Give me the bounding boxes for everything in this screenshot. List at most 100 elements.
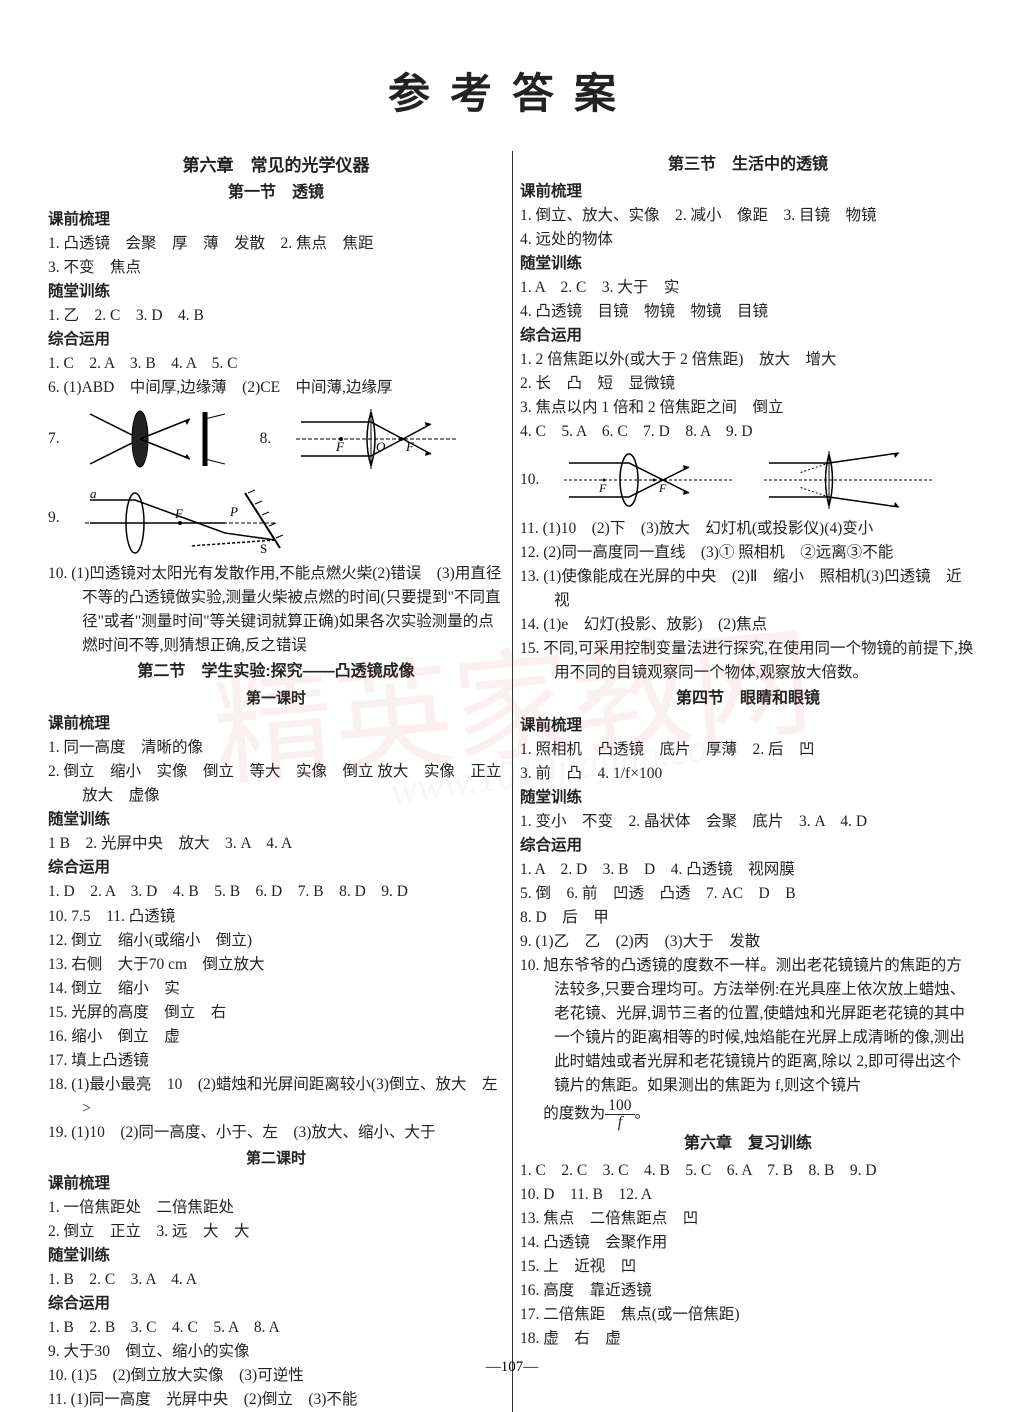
svg-text:O: O (376, 439, 386, 454)
text-line: 1. C 2. C 3. C 4. B 5. C 6. A 7. B 8. B … (520, 1159, 976, 1183)
s2p1-pre-heading: 课前梳理 (48, 712, 504, 736)
section-3-title: 第三节 生活中的透镜 (520, 153, 976, 178)
svg-text:F: F (405, 439, 415, 454)
text-line: 4. 凸透镜 目镜 物镜 物镜 目镜 (520, 300, 976, 324)
s1-cls-heading: 随堂训练 (48, 280, 504, 304)
text-line: 15. 不同,可采用控制变量法进行探究,在使用同一个物镜的前提下,换用不同的目镜… (520, 637, 976, 685)
left-column: 第六章 常见的光学仪器 第一节 透镜 课前梳理 1. 凸透镜 会聚 厚 薄 发散… (40, 151, 512, 1412)
text-line: 17. 二倍焦距 焦点(或一倍焦距) (520, 1303, 976, 1327)
text-line: 2. 长 凸 短 显微镜 (520, 372, 976, 396)
content-columns: 第六章 常见的光学仪器 第一节 透镜 课前梳理 1. 凸透镜 会聚 厚 薄 发散… (40, 151, 984, 1412)
s2p1-cls-heading: 随堂训练 (48, 808, 504, 832)
fraction-suffix: 。 (635, 1105, 651, 1122)
text-line: 10. (1)5 (2)倒立放大实像 (3)可逆性 (48, 1364, 504, 1388)
text-line: 1. A 2. C 3. 大于 实 (520, 276, 976, 300)
s4-pre-heading: 课前梳理 (520, 714, 976, 738)
diagram-row-10: 10. F F (520, 448, 976, 513)
text-line: 12. 倒立 缩小(或缩小 倒立) (48, 929, 504, 953)
concave-lens-diagram (759, 448, 939, 513)
text-line: 11. (1)同一高度 光屏中央 (2)倒立 (3)不能 (48, 1388, 504, 1412)
text-line: 10. 旭东爷爷的凸透镜的度数不一样。测出老花镜镜片的焦距的方法较多,只要合理均… (520, 954, 976, 1098)
s3-pre-heading: 课前梳理 (520, 180, 976, 204)
text-line: 1. 变小 不变 2. 晶状体 会聚 底片 3. A 4. D (520, 810, 976, 834)
lens-diagram-7 (80, 404, 240, 474)
period-1-title: 第一课时 (48, 687, 504, 710)
text-line: 1. D 2. A 3. D 4. B 5. B 6. D 7. B 8. D … (48, 880, 504, 904)
s4-cls-heading: 随堂训练 (520, 786, 976, 810)
text-line: 16. 缩小 倒立 虚 (48, 1025, 504, 1049)
text-line: 5. 倒 6. 前 凹透 凸透 7. AC D B (520, 882, 976, 906)
text-line: 12. (2)同一高度同一直线 (3)① 照相机 ②远离③不能 (520, 541, 976, 565)
text-line: 3. 焦点以内 1 倍和 2 倍焦距之间 倒立 (520, 396, 976, 420)
text-line: 10. 7.5 11. 凸透镜 (48, 905, 504, 929)
period-2-title: 第二课时 (48, 1147, 504, 1170)
s2p1-com-heading: 综合运用 (48, 856, 504, 880)
text-line: 1 B 2. 光屏中央 放大 3. A 4. A (48, 832, 504, 856)
s3-cls-heading: 随堂训练 (520, 252, 976, 276)
section-1-title: 第一节 透镜 (48, 181, 504, 206)
svg-text:a: a (90, 486, 97, 501)
section-4-title: 第四节 眼睛和眼镜 (520, 687, 976, 712)
text-line: 1. 2 倍焦距以外(或大于 2 倍焦距) 放大 增大 (520, 348, 976, 372)
s2p2-cls-heading: 随堂训练 (48, 1244, 504, 1268)
text-line: 13. (1)使像能成在光屏的中央 (2)Ⅱ 缩小 照相机(3)凹透镜 近视 (520, 565, 976, 613)
text-line: 3. 不变 焦点 (48, 256, 504, 280)
svg-text:F: F (598, 481, 607, 495)
fraction-100-f: 100f (605, 1098, 634, 1130)
text-line: 14. (1)e 幻灯(投影、放影) (2)焦点 (520, 613, 976, 637)
column-divider (512, 151, 513, 1412)
s1-pre-heading: 课前梳理 (48, 208, 504, 232)
text-line: 1. 凸透镜 会聚 厚 薄 发散 2. 焦点 焦距 (48, 232, 504, 256)
text-line: 4. C 5. A 6. C 7. D 8. A 9. D (520, 420, 976, 444)
text-line: 1. 照相机 凸透镜 底片 厚薄 2. 后 凹 (520, 738, 976, 762)
text-line: 6. (1)ABD 中间厚,边缘薄 (2)CE 中间薄,边缘厚 (48, 376, 504, 400)
diagram-row-9: 9. a F P S (48, 478, 504, 558)
svg-text:P: P (229, 504, 238, 519)
text-line: 15. 光屏的高度 倒立 右 (48, 1001, 504, 1025)
s2p2-com-heading: 综合运用 (48, 1292, 504, 1316)
text-line: 18. 虚 右 虚 (520, 1327, 976, 1351)
text-line: 3. 前 凸 4. 1/f×100 (520, 762, 976, 786)
text-line: 1. 乙 2. C 3. D 4. B (48, 304, 504, 328)
svg-text:S: S (260, 541, 267, 556)
text-line: 8. D 后 甲 (520, 906, 976, 930)
s1-com-heading: 综合运用 (48, 328, 504, 352)
review-title: 第六章 复习训练 (520, 1132, 976, 1157)
text-line: 13. 焦点 二倍焦距点 凹 (520, 1207, 976, 1231)
text-line: 1. C 2. A 3. B 4. A 5. C (48, 352, 504, 376)
page-title: 参考答案 (40, 60, 984, 121)
text-line: 1. 同一高度 清晰的像 (48, 736, 504, 760)
s2p2-pre-heading: 课前梳理 (48, 1172, 504, 1196)
text-line: 4. 远处的物体 (520, 228, 976, 252)
diagram-row-7-8: 7. 8. F F O (48, 404, 504, 474)
text-line: 1. 一倍焦距处 二倍焦距处 (48, 1196, 504, 1220)
svg-text:F: F (174, 506, 184, 521)
text-line: 1. A 2. D 3. B D 4. 凸透镜 视网膜 (520, 858, 976, 882)
convex-lens-diagram: F F (559, 448, 739, 513)
text-line: 9. (1)乙 乙 (2)丙 (3)大于 发散 (520, 930, 976, 954)
text-line: 19. (1)10 (2)同一高度、小于、左 (3)放大、缩小、大于 (48, 1121, 504, 1145)
s4-com-heading: 综合运用 (520, 834, 976, 858)
text-line: 1. 倒立、放大、实像 2. 减小 像距 3. 目镜 物镜 (520, 204, 976, 228)
text-line: 16. 高度 靠近透镜 (520, 1279, 976, 1303)
text-line: 2. 倒立 正立 3. 远 大 大 (48, 1220, 504, 1244)
text-line: 11. (1)10 (2)下 (3)放大 幻灯机(或投影仪)(4)变小 (520, 517, 976, 541)
label-10: 10. (520, 468, 539, 492)
text-line: 15. 上 近视 凹 (520, 1255, 976, 1279)
text-line: 9. 大于30 倒立、缩小的实像 (48, 1340, 504, 1364)
section-2-title: 第二节 学生实验:探究——凸透镜成像 (48, 660, 504, 685)
lens-mirror-diagram-9: a F P S (80, 478, 310, 558)
fraction-prefix: 的度数为 (520, 1105, 605, 1122)
text-line: 1. B 2. B 3. C 4. C 5. A 8. A (48, 1316, 504, 1340)
chapter-6-title: 第六章 常见的光学仪器 (48, 153, 504, 179)
label-7: 7. (48, 427, 60, 451)
text-line: 2. 倒立 缩小 实像 倒立 等大 实像 倒立 放大 实像 正立 放大 虚像 (48, 760, 504, 808)
svg-text:F: F (658, 481, 667, 495)
text-line: 18. (1)最小最亮 10 (2)蜡烛和光屏间距离较小(3)倒立、放大 左 > (48, 1073, 504, 1121)
label-9: 9. (48, 506, 60, 530)
text-line: 1. B 2. C 3. A 4. A (48, 1268, 504, 1292)
svg-text:F: F (335, 439, 345, 454)
text-line: 10. (1)凹透镜对太阳光有发散作用,不能点燃火柴(2)错误 (3)用直径不等… (48, 562, 504, 658)
text-line: 17. 填上凸透镜 (48, 1049, 504, 1073)
fraction-line: 的度数为100f。 (520, 1098, 976, 1130)
